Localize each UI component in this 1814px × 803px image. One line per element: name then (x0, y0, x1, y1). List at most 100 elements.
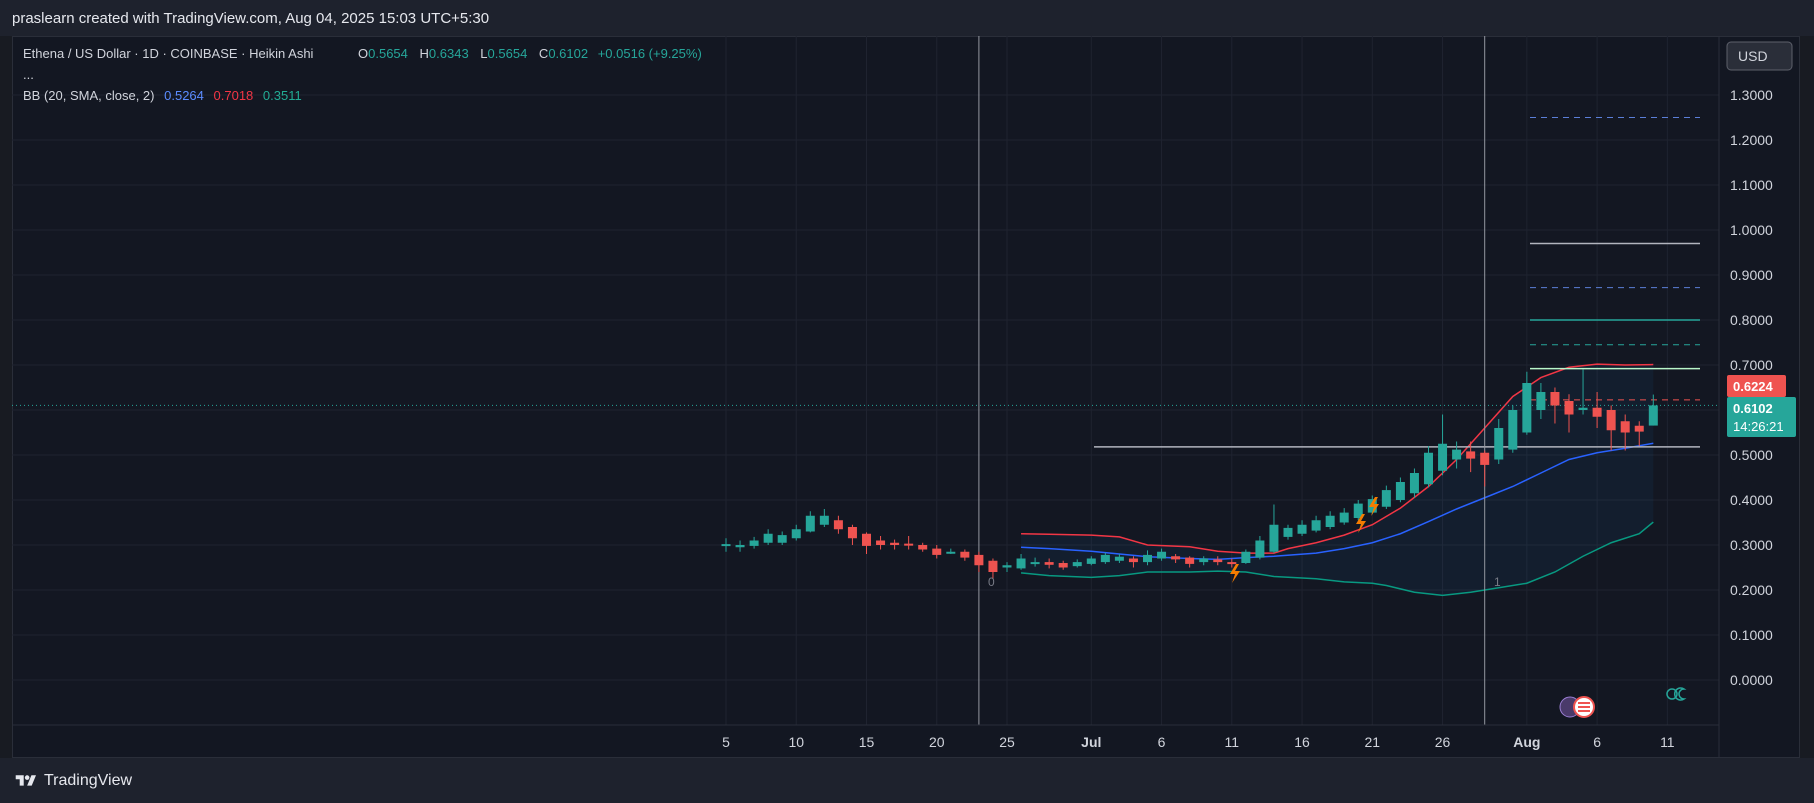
candle-body (1339, 512, 1349, 523)
candle (1171, 554, 1181, 563)
alert-price-label: 0.6224 (1733, 379, 1774, 394)
candle-body (1452, 449, 1462, 460)
chart-frame (12, 36, 1800, 758)
time-tick-label: 5 (722, 734, 730, 750)
legend-o-value: 0.5654 (368, 46, 408, 61)
bollinger-bands (1020, 363, 1654, 597)
price-tick-label: 0.0000 (1730, 672, 1773, 688)
candle (1353, 500, 1363, 521)
candle-body (1578, 407, 1588, 410)
legend-more[interactable]: ... (23, 67, 34, 82)
candle (1199, 556, 1209, 566)
candle-body (1592, 407, 1602, 417)
candle-body (876, 540, 886, 545)
time-tick-label: 10 (788, 734, 804, 750)
candle (1072, 559, 1082, 568)
candle (1409, 468, 1419, 498)
candle-body (1480, 452, 1490, 465)
bollinger-basis-line (1021, 442, 1654, 561)
currency-button[interactable] (1726, 41, 1793, 71)
candle-body (1634, 425, 1644, 432)
candle (777, 531, 787, 545)
candle-body (946, 551, 956, 554)
candle (805, 511, 815, 533)
brand-name: TradingView (44, 772, 133, 789)
time-tick-label: 25 (999, 734, 1015, 750)
tradingview-logo-icon (15, 775, 36, 786)
time-tick-label: 11 (1660, 734, 1675, 750)
price-tick-label: 0.7000 (1730, 357, 1773, 373)
candle (1564, 394, 1574, 433)
candle (1213, 556, 1223, 566)
candle (1480, 450, 1490, 487)
candle-body (1395, 482, 1405, 500)
candle-body (819, 515, 829, 525)
time-tick-label: 26 (1435, 734, 1451, 750)
candle-body (1185, 557, 1195, 564)
time-tick-label: Jul (1081, 734, 1101, 750)
horizontal-levels (12, 117, 1719, 448)
candle-body (1157, 551, 1167, 559)
price-tick-label: 0.2000 (1730, 582, 1773, 598)
candle (1100, 552, 1110, 564)
candle-body (1100, 554, 1110, 563)
candle (1550, 387, 1560, 424)
price-tick-label: 1.1000 (1730, 177, 1773, 193)
chart-caption: praslearn created with TradingView.com, … (12, 10, 490, 27)
price-tick-label: 0.1000 (1730, 627, 1773, 643)
candle (819, 509, 829, 527)
candle (918, 542, 928, 552)
legend-change: +0.0516 (+9.25%) (598, 46, 702, 61)
price-tick-label: 0.3000 (1730, 537, 1773, 553)
top-bar: praslearn created with TradingView.com, … (0, 0, 1814, 36)
candle (763, 529, 773, 545)
candle-body (805, 515, 815, 532)
tradingview-brand[interactable]: TradingView (14, 772, 132, 790)
candle (847, 524, 857, 545)
candle (862, 532, 871, 554)
candle (1339, 508, 1349, 525)
time-tick-label: 11 (1225, 734, 1240, 750)
candle (1255, 536, 1265, 560)
candle-body (1325, 515, 1335, 527)
candle (904, 536, 914, 550)
candle (932, 545, 942, 559)
bb-basis-value: 0.5264 (164, 88, 204, 103)
candle (1128, 556, 1138, 568)
candle-body (1536, 392, 1546, 410)
candle-body (1620, 421, 1630, 433)
price-tick-label: 0.4000 (1730, 492, 1773, 508)
lightning-icon (1356, 514, 1366, 533)
candle-body (1086, 558, 1096, 564)
candle-body (1297, 524, 1307, 534)
candle (988, 558, 998, 579)
bb-upper-value: 0.7018 (214, 88, 254, 103)
candle-body (974, 554, 984, 566)
candle (960, 549, 970, 561)
sun-moon-icon[interactable] (1666, 687, 1687, 701)
legend-h-label: H (420, 46, 429, 61)
candle-body (791, 529, 801, 539)
candle (1438, 414, 1448, 476)
candle-body (988, 560, 998, 572)
candle (1494, 419, 1504, 464)
candle-body (904, 543, 914, 546)
candle (1606, 405, 1616, 451)
candle-body (862, 533, 871, 546)
price-tick-label: 1.0000 (1730, 222, 1773, 238)
candle-body (1424, 452, 1433, 485)
time-tick-label: 16 (1294, 734, 1310, 750)
event-icons[interactable] (1559, 696, 1595, 718)
candle (1578, 369, 1588, 415)
candle (1522, 371, 1532, 435)
candle (1269, 504, 1279, 554)
candle (1592, 392, 1602, 428)
candle-body (847, 527, 857, 539)
candle-body (1128, 558, 1138, 563)
legend-symbol: Ethena / US Dollar · 1D · COINBASE · Hei… (23, 46, 314, 61)
candle-body (777, 535, 787, 543)
candle (833, 515, 843, 534)
candle (1086, 556, 1096, 566)
candle (1466, 441, 1476, 473)
